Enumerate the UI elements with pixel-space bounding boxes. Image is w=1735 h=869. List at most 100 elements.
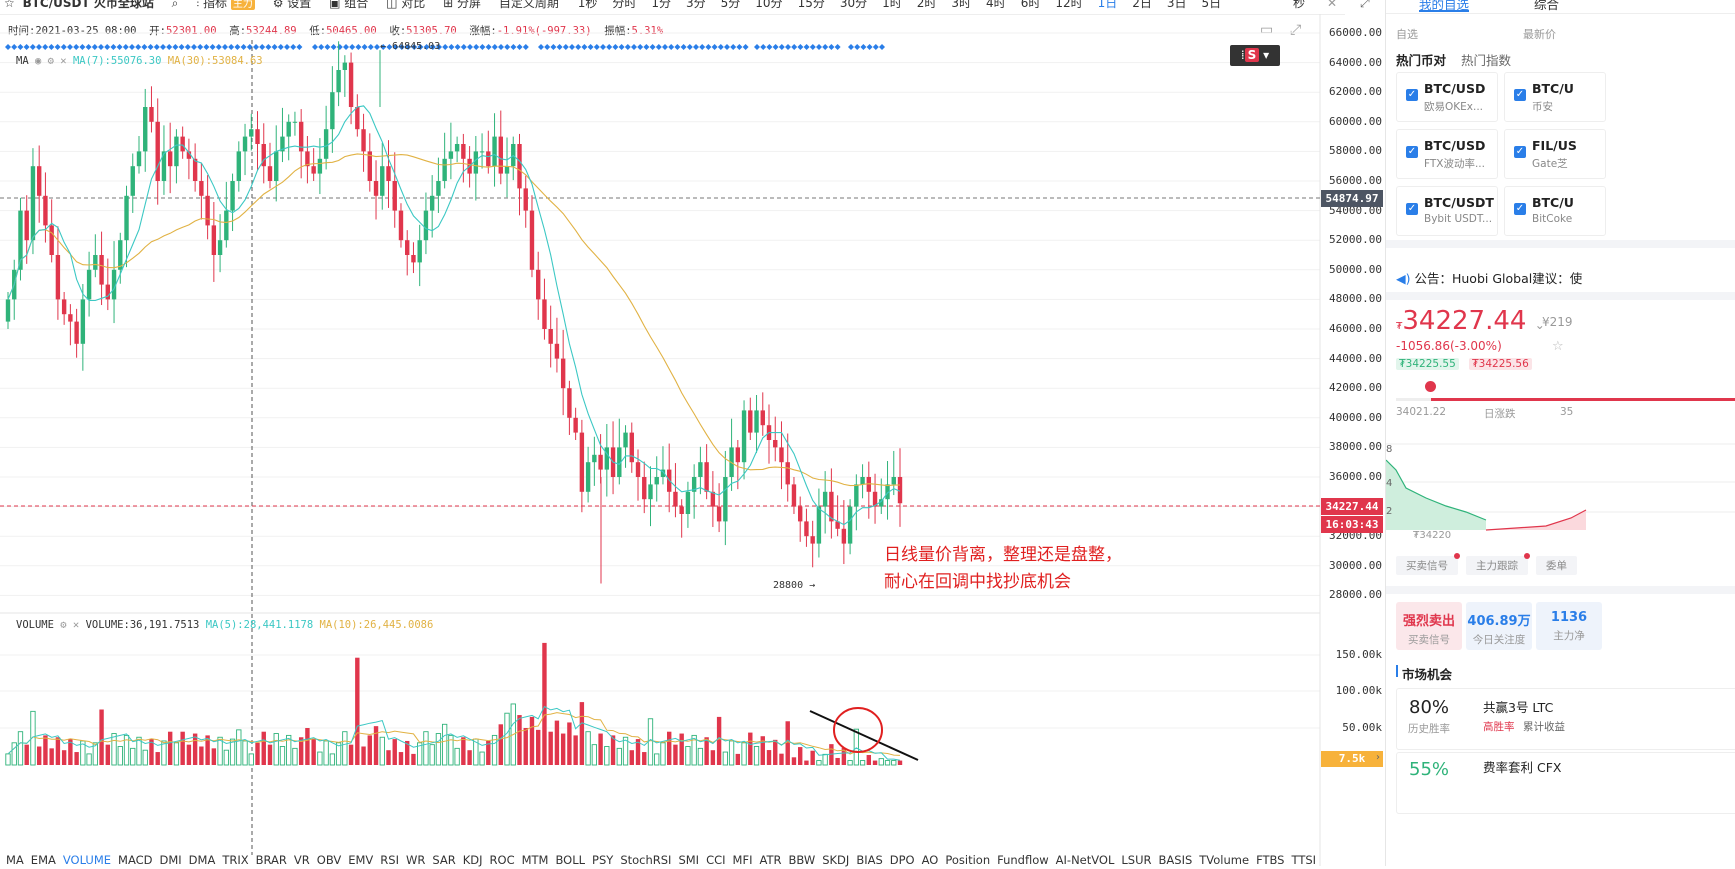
candle-body[interactable]	[436, 181, 441, 196]
event-diamond[interactable]	[91, 44, 98, 50]
volume-bar[interactable]	[24, 744, 29, 765]
volume-bar[interactable]	[822, 753, 828, 766]
stat-card[interactable]: 强烈卖出 买卖信号	[1396, 602, 1462, 650]
volume-bar[interactable]	[804, 760, 809, 765]
candle-body[interactable]	[180, 136, 185, 152]
event-diamond[interactable]	[522, 44, 529, 50]
indicator-tab-tvolume[interactable]: TVolume	[1199, 855, 1250, 867]
indicator-tab-ao[interactable]: AO	[921, 855, 939, 867]
candle-body[interactable]	[18, 210, 23, 270]
event-diamond[interactable]	[772, 44, 779, 50]
volume-bar[interactable]	[598, 733, 603, 765]
volume-bar[interactable]	[155, 752, 160, 765]
checkbox-checked-icon[interactable]: ✓	[1406, 203, 1418, 215]
event-diamond[interactable]	[562, 44, 569, 50]
subtab-hot-index[interactable]: 热门指数	[1461, 53, 1512, 68]
event-diamond[interactable]	[816, 44, 822, 50]
volume-bar[interactable]	[292, 747, 298, 766]
event-diamond[interactable]	[29, 44, 36, 50]
volume-bars[interactable]	[5, 642, 903, 766]
volume-bar[interactable]	[454, 747, 460, 766]
volume-bar[interactable]	[448, 734, 454, 766]
volume-bar[interactable]	[61, 750, 67, 765]
volume-bar[interactable]	[853, 728, 859, 766]
candle-body[interactable]	[36, 166, 42, 196]
indicator-tab-kdj[interactable]: KDJ	[462, 855, 483, 867]
candle-body[interactable]	[411, 255, 416, 263]
volume-bar[interactable]	[180, 731, 185, 765]
period-7[interactable]: 30分	[839, 0, 868, 10]
candle-body[interactable]	[186, 151, 192, 159]
volume-bar[interactable]	[847, 760, 853, 766]
indicator-tab-stochrsi[interactable]: StochRSI	[620, 855, 672, 867]
event-diamond[interactable]	[318, 44, 325, 50]
candle-body[interactable]	[760, 410, 765, 426]
indicator-tab-ema[interactable]: EMA	[30, 855, 56, 867]
volume-bar[interactable]	[517, 715, 522, 765]
annotation-comment[interactable]: 日线量价背离，整理还是盘整， 耐心在回调中找抄底机会	[884, 542, 1122, 596]
candle-body[interactable]	[804, 521, 809, 537]
volume-bar[interactable]	[548, 731, 553, 765]
volume-bar[interactable]	[49, 748, 54, 765]
event-diamond[interactable]	[631, 44, 637, 50]
candle-body[interactable]	[716, 506, 722, 522]
event-diamond[interactable]	[135, 44, 142, 50]
volume-bar[interactable]	[785, 721, 790, 765]
candle-body[interactable]	[342, 62, 348, 70]
event-diamond[interactable]	[271, 44, 278, 50]
candle-body[interactable]	[691, 477, 697, 492]
event-diamond[interactable]	[569, 44, 575, 50]
candle-body[interactable]	[305, 151, 310, 167]
volume-bar[interactable]	[367, 735, 372, 765]
volume-bar[interactable]	[111, 733, 117, 766]
indicator-tab-ftbs[interactable]: FTBS	[1256, 855, 1285, 867]
candle-body[interactable]	[866, 477, 872, 492]
volume-bar[interactable]	[859, 760, 866, 766]
event-diamond[interactable]	[398, 44, 405, 50]
candle-body[interactable]	[773, 440, 778, 448]
checkbox-checked-icon[interactable]: ✓	[1514, 146, 1526, 158]
indicator-tab-boll[interactable]: BOLL	[555, 855, 586, 867]
event-diamond[interactable]	[197, 44, 204, 50]
candle-body[interactable]	[454, 144, 460, 152]
volume-bar[interactable]	[491, 734, 498, 766]
symbol-title[interactable]: BTC/USDT 火币全球站	[22, 0, 154, 10]
event-diamond[interactable]	[85, 44, 92, 50]
event-diamond[interactable]	[79, 44, 86, 50]
event-diamond[interactable]	[822, 44, 829, 50]
candle-body[interactable]	[872, 491, 878, 507]
volume-bar[interactable]	[273, 733, 279, 766]
volume-bar[interactable]	[622, 736, 629, 766]
combo-button[interactable]: ▣ 组合	[329, 0, 369, 10]
event-diamond[interactable]	[240, 44, 247, 50]
event-diamond[interactable]	[265, 44, 272, 50]
volume-bar[interactable]	[86, 753, 92, 766]
volume-bar[interactable]	[161, 740, 167, 766]
price-axis[interactable]: 66000.00 64000.00 62000.00 60000.00 58000.00…	[1320, 0, 1382, 866]
candle-body[interactable]	[398, 210, 404, 241]
tab-my-favorites[interactable]: 我的自选	[1419, 0, 1470, 12]
event-diamond[interactable]	[724, 44, 730, 50]
period-16[interactable]: 3日	[1166, 0, 1187, 10]
period-3[interactable]: 3分	[686, 0, 706, 10]
volume-bar[interactable]	[704, 737, 709, 765]
gear-icon[interactable]: ⚙	[60, 619, 67, 631]
event-diamond[interactable]	[290, 44, 297, 50]
candle-body[interactable]	[130, 166, 135, 196]
candle-body[interactable]	[205, 195, 210, 226]
candle-body[interactable]	[24, 210, 29, 241]
event-diamond[interactable]	[215, 44, 222, 50]
volume-bar[interactable]	[261, 731, 266, 765]
event-diamond[interactable]	[42, 44, 49, 50]
event-diamond[interactable]	[98, 44, 104, 50]
event-diamond[interactable]	[803, 44, 810, 50]
event-diamond[interactable]	[153, 44, 160, 50]
candle-body[interactable]	[629, 432, 634, 463]
star-icon[interactable]: ☆	[1552, 339, 1564, 354]
candle-body[interactable]	[579, 432, 585, 492]
event-diamond[interactable]	[674, 44, 681, 50]
indicator-tab-cci[interactable]: CCI	[706, 855, 726, 867]
event-diamond[interactable]	[600, 44, 606, 50]
volume-bar[interactable]	[205, 735, 210, 765]
volume-bar[interactable]	[735, 753, 741, 765]
